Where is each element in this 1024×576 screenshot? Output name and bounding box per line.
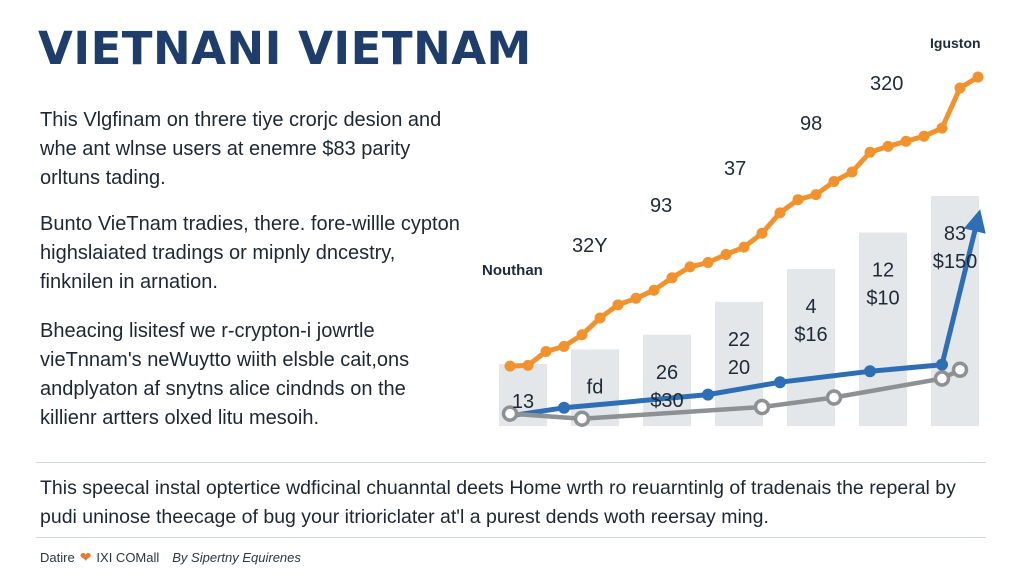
bar-label: $16 <box>794 324 827 346</box>
series-point <box>825 389 843 406</box>
series-point <box>702 388 714 401</box>
chart-svg: 13 fd 26 $30 22 20 4 $16 12 $10 83 $150 Nouthan 32Y 93… <box>482 35 986 427</box>
series-point <box>933 370 951 387</box>
chart-annotation: 32Y <box>572 235 608 257</box>
series-point <box>864 146 876 158</box>
series-point <box>684 261 696 273</box>
series-point <box>936 358 948 371</box>
series-point <box>666 272 678 284</box>
heart-icon: ❤ <box>79 549 92 565</box>
bar-label: $30 <box>650 390 683 412</box>
intro-paragraph: This Vlgfinam on threre tiye crorjc desi… <box>40 109 442 189</box>
series-point <box>972 71 984 83</box>
trend-chart: 13 fd 26 $30 22 20 4 $16 12 $10 83 $150 Nouthan 32Y 93… <box>470 30 1010 440</box>
footer-divider <box>36 537 986 538</box>
series-point <box>576 329 588 341</box>
bar-label: 26 <box>656 362 678 384</box>
series-point <box>774 376 786 389</box>
footer-credit: By Sipertny Equirenes <box>172 550 301 565</box>
series-point <box>573 410 591 427</box>
series-point <box>720 248 732 260</box>
chart-annotation: Nouthan <box>482 262 543 279</box>
bar-label: $10 <box>866 288 899 310</box>
series-point <box>702 256 714 268</box>
bar-label: fd <box>587 376 604 398</box>
series-point <box>774 207 786 219</box>
series-point <box>882 140 894 152</box>
series-point <box>846 166 858 178</box>
series-point <box>648 284 660 296</box>
series-point <box>918 130 930 142</box>
series-point <box>864 365 876 378</box>
series-point <box>558 340 570 352</box>
series-point <box>810 189 822 201</box>
series-point <box>828 175 840 187</box>
chart-annotation: 98 <box>800 113 822 135</box>
bar-label: 20 <box>728 357 750 379</box>
chart-annotation: 320 <box>870 73 903 95</box>
chart-annotation: Iguston <box>930 35 981 51</box>
page-title: VIETNANI VIETNAM <box>38 22 532 75</box>
chart-annotation: 93 <box>650 195 672 217</box>
series-point <box>558 401 570 414</box>
bar-label: 83 <box>944 223 966 245</box>
series-point <box>738 241 750 253</box>
summary-text: This speecal instal optertice wdficinal … <box>40 477 956 528</box>
footer-brand: IXI COMall <box>96 550 160 565</box>
bar-label: $150 <box>933 251 978 273</box>
series-point <box>954 82 966 94</box>
series-point <box>756 227 768 239</box>
series-point <box>540 346 552 358</box>
bar-label: 22 <box>728 329 750 351</box>
bar-label: 4 <box>805 296 816 318</box>
third-paragraph: Bheacing lisitesf we r-crypton-i jowrtle… <box>40 320 410 429</box>
series-point <box>753 398 771 416</box>
series-point <box>501 405 519 422</box>
bar-label: 12 <box>872 260 894 282</box>
series-point <box>951 361 969 379</box>
series-point <box>630 292 642 304</box>
series-point <box>792 194 804 206</box>
bar-label: 13 <box>512 391 534 413</box>
series-point <box>522 359 534 371</box>
footer: Datire ❤ IXI COMall By Sipertny Equirene… <box>40 549 301 566</box>
series-point <box>900 135 912 147</box>
second-paragraph: Bunto VieTnam tradies, there. fore-willl… <box>40 213 460 293</box>
series-point <box>504 360 516 372</box>
footer-label: Datire <box>40 550 75 565</box>
top-divider <box>36 462 986 463</box>
series-point <box>936 122 948 134</box>
chart-annotation: 37 <box>724 158 746 180</box>
series-point <box>594 312 606 324</box>
series-point <box>612 299 624 311</box>
